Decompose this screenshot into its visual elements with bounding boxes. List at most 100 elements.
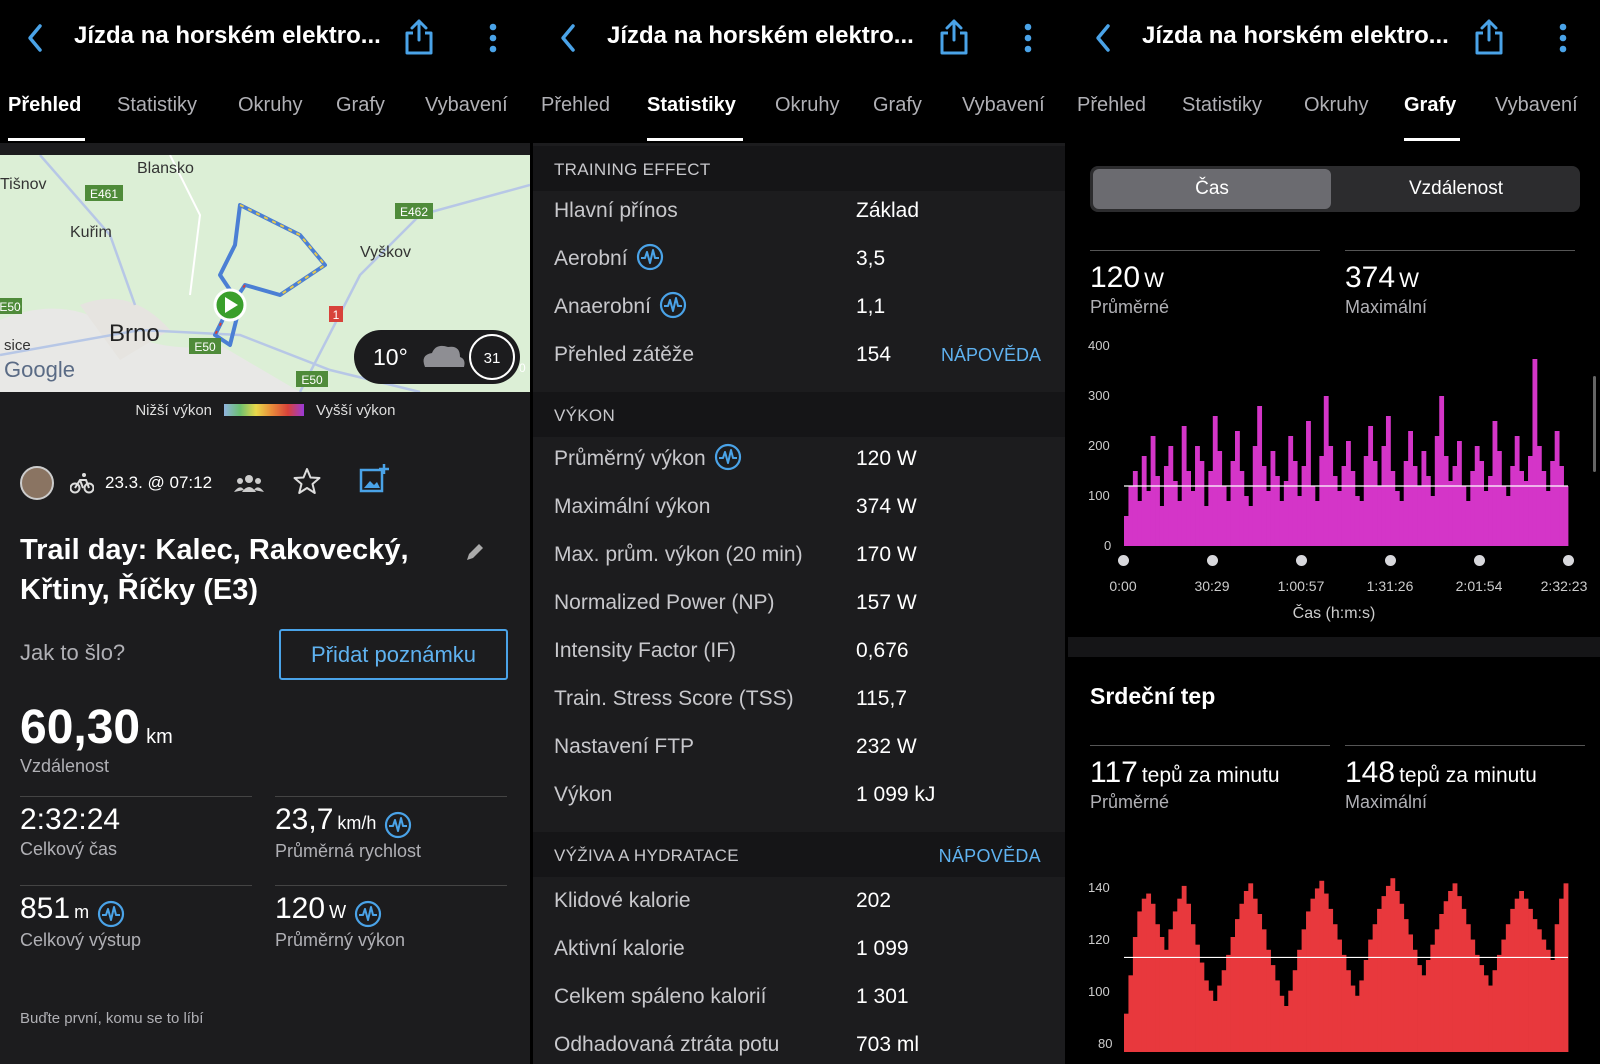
chart-bar: [1212, 1000, 1218, 1052]
chart-bar: [1279, 995, 1285, 1052]
chart-bar: [1554, 924, 1560, 1052]
tab-overview[interactable]: Přehled: [541, 94, 610, 116]
chart-bar: [1230, 461, 1236, 546]
pulse-icon[interactable]: [354, 900, 382, 928]
map-label-e50-b: E50: [194, 340, 216, 354]
tab-bar: Přehled Statistiky Okruhy Grafy Vybavení: [0, 76, 530, 143]
tab-graphs[interactable]: Grafy: [1404, 94, 1457, 116]
share-icon[interactable]: [937, 18, 971, 56]
chart-bar: [1266, 949, 1271, 1052]
tab-statistics[interactable]: Statistiky: [647, 94, 736, 116]
chart-bar: [1132, 471, 1138, 546]
chart-bar: [1443, 456, 1449, 546]
row-key: Průměrný výkon: [554, 447, 706, 470]
tab-statistics[interactable]: Statistiky: [117, 94, 198, 116]
chart-bar: [1243, 496, 1249, 546]
map-label-road-1: 1: [333, 308, 340, 322]
chart-bar: [1430, 944, 1436, 1052]
stat-row: Max. prům. výkon (20 min) 170 W: [533, 531, 1065, 579]
pulse-icon[interactable]: [714, 443, 742, 471]
power-legend: Nižší výkon Vyšší výkon: [0, 398, 530, 426]
avatar[interactable]: [20, 466, 54, 500]
more-options-icon[interactable]: [488, 22, 498, 54]
tab-graphs[interactable]: Grafy: [336, 94, 385, 116]
chart-bar: [1448, 891, 1453, 1052]
tab-graphs[interactable]: Grafy: [873, 94, 922, 116]
back-arrow-icon[interactable]: [557, 22, 581, 54]
chart-bar: [1337, 491, 1342, 546]
power-chart[interactable]: 400 300 200 100 0 0:00 30:29 1:00:57 1:3…: [1068, 330, 1600, 630]
heart-rate-chart[interactable]: 140 120 100 80: [1068, 860, 1600, 1064]
chart-bar: [1230, 937, 1236, 1052]
help-link[interactable]: NÁPOVĚDA: [940, 345, 1041, 365]
y-tick-label: 400: [1088, 338, 1110, 353]
chart-bar: [1528, 456, 1533, 546]
chart-bar: [1434, 436, 1440, 546]
chart-bar: [1203, 506, 1209, 546]
more-options-icon[interactable]: [1023, 22, 1033, 54]
add-note-button[interactable]: Přidat poznámku: [279, 629, 508, 680]
back-arrow-icon[interactable]: [24, 22, 48, 54]
chart-bar: [1457, 896, 1462, 1052]
tab-overview[interactable]: Přehled: [1077, 94, 1146, 116]
pulse-icon[interactable]: [636, 243, 664, 271]
back-arrow-icon[interactable]: [1092, 22, 1116, 54]
add-photo-icon[interactable]: [358, 462, 390, 494]
chart-bar: [1190, 491, 1196, 546]
chart-bar: [1523, 898, 1529, 1052]
tab-gear[interactable]: Vybavení: [425, 94, 508, 116]
tab-gear[interactable]: Vybavení: [1495, 94, 1578, 116]
chart-bar: [1270, 965, 1276, 1052]
toggle-time[interactable]: Čas: [1093, 169, 1331, 209]
tab-laps[interactable]: Okruhy: [1304, 94, 1369, 116]
stat-unit: m: [74, 902, 90, 922]
chart-bar: [1274, 980, 1280, 1052]
chart-bar: [1439, 914, 1445, 1052]
metric-unit: W: [1399, 269, 1419, 292]
stat-row: Maximální výkon 374 W: [533, 483, 1065, 531]
tab-statistics[interactable]: Statistiky: [1182, 94, 1263, 116]
help-link[interactable]: NÁPOVĚDA: [938, 846, 1041, 866]
chart-bar: [1417, 965, 1422, 1052]
chart-bar: [1452, 466, 1458, 546]
tab-laps[interactable]: Okruhy: [775, 94, 840, 116]
chart-bar: [1323, 396, 1329, 546]
group-icon[interactable]: [234, 472, 264, 494]
chart-bar: [1421, 451, 1427, 546]
chart-bar: [1190, 924, 1196, 1052]
pulse-icon[interactable]: [659, 291, 687, 319]
x-tick-dot: [1385, 555, 1396, 566]
x-tick-dot: [1207, 555, 1218, 566]
pulse-icon[interactable]: [384, 811, 412, 839]
activity-date: 23.3. @ 07:12: [105, 473, 213, 492]
y-tick-label: 120: [1088, 932, 1110, 947]
tab-laps[interactable]: Okruhy: [238, 94, 303, 116]
metric-value: 120: [1090, 261, 1141, 294]
chart-bar: [1488, 476, 1493, 546]
toggle-distance[interactable]: Vzdálenost: [1408, 178, 1503, 199]
metric-value: 148: [1345, 756, 1396, 789]
star-icon[interactable]: [292, 466, 322, 496]
tab-gear[interactable]: Vybavení: [962, 94, 1045, 116]
more-options-icon[interactable]: [1558, 22, 1568, 54]
chart-bar: [1283, 481, 1289, 546]
chart-bar: [1417, 486, 1422, 546]
metric-value: 374: [1345, 261, 1396, 294]
chart-bar: [1288, 436, 1294, 546]
pulse-icon[interactable]: [97, 900, 125, 928]
like-prompt[interactable]: Buďte první, komu se to líbí: [20, 1010, 204, 1027]
share-icon[interactable]: [1472, 18, 1506, 56]
chart-bar: [1270, 451, 1276, 546]
chart-bar: [1514, 898, 1520, 1052]
share-icon[interactable]: [402, 18, 436, 56]
cloud-icon: [423, 345, 465, 367]
chart-bar: [1554, 431, 1560, 546]
chart-bar: [1252, 898, 1258, 1052]
tab-overview[interactable]: Přehled: [8, 94, 82, 116]
scrollbar[interactable]: [1593, 376, 1596, 472]
edit-pencil-icon[interactable]: [464, 541, 486, 563]
chart-bar: [1186, 471, 1191, 546]
stat-row: Celkem spáleno kalorií 1 301: [533, 973, 1065, 1021]
chart-bar: [1465, 501, 1471, 546]
route-map[interactable]: E461 E462 E50 E50 E50 1 0 Blansko Tišnov…: [0, 155, 530, 392]
